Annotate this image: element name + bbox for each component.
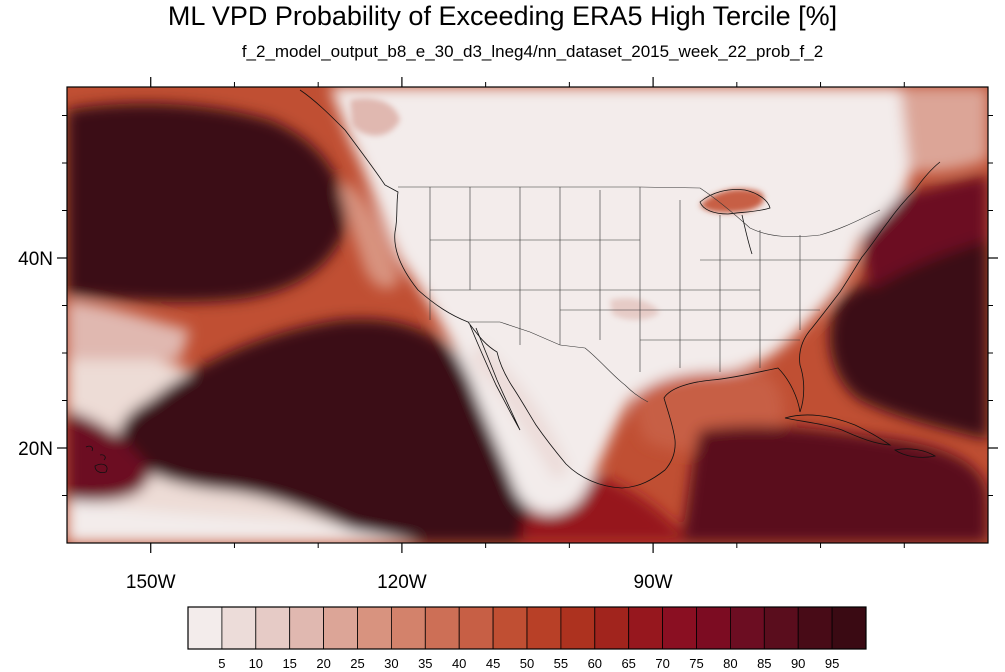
axis-tick-labels: 40N 20N 150W 120W 90W <box>18 249 673 593</box>
map-frame <box>66 86 989 544</box>
cuba-outline <box>784 414 892 446</box>
colorbar-label: 50 <box>520 656 534 671</box>
colorbar-label: 20 <box>316 656 330 671</box>
colorbar-label: 15 <box>282 656 296 671</box>
field-midwest-patch <box>610 298 660 320</box>
colorbar-label: 10 <box>249 656 263 671</box>
us-mexico-border <box>468 321 649 403</box>
lat-tick-label-20N: 20N <box>18 439 53 460</box>
coastlines <box>85 89 941 489</box>
colorbar-label: 70 <box>655 656 669 671</box>
great-lakes-outline <box>699 189 771 255</box>
lon-tick-label-120W: 120W <box>377 572 427 593</box>
field-great-lakes <box>700 188 764 213</box>
field-pacific-nw-patch <box>350 98 400 136</box>
colorbar-swatch <box>560 606 596 650</box>
lon-tick-label-150W: 150W <box>126 572 176 593</box>
colorbar-swatch <box>323 606 358 650</box>
hispaniola-outline <box>894 448 937 458</box>
field-bottom-light <box>67 500 420 543</box>
colorbar-swatch <box>594 606 630 650</box>
colorbar-label: 25 <box>350 656 364 671</box>
lon-tick-label-90W: 90W <box>634 572 673 593</box>
hawaii-islands <box>85 445 108 474</box>
colorbar-swatch <box>628 606 664 650</box>
colorbar-swatch <box>797 606 833 650</box>
colorbar-swatch <box>662 606 697 650</box>
colorbar-label: 55 <box>554 656 568 671</box>
field-atlantic-coast <box>863 175 988 290</box>
colorbar-label: 60 <box>588 656 602 671</box>
field-west-pacific-dark <box>67 410 150 502</box>
field-baja-pacific-dark <box>119 319 540 543</box>
map-title: ML VPD Probability of Exceeding ERA5 Hig… <box>167 1 838 31</box>
colorbar-label: 90 <box>791 656 805 671</box>
colorbar-swatch <box>696 606 731 650</box>
colorbar-swatch <box>458 606 494 650</box>
colorbar-swatch <box>831 606 867 650</box>
colorbar-swatch <box>390 606 426 650</box>
field-east-canada <box>900 87 988 172</box>
colorbar-label: 40 <box>452 656 466 671</box>
field-west-coast-strip <box>340 180 400 289</box>
colorbar-label: 30 <box>384 656 398 671</box>
colorbar-swatch <box>187 606 223 650</box>
colorbar-label: 65 <box>621 656 635 671</box>
field-ne-pacific-dark <box>67 103 346 303</box>
political-borders <box>398 186 881 403</box>
colorbar-swatch <box>357 606 392 650</box>
baja-peninsula <box>469 324 521 431</box>
north-america-coastline <box>299 89 941 489</box>
colorbar-swatch <box>730 606 765 650</box>
probability-field <box>67 87 988 543</box>
colorbar-swatch <box>255 606 291 650</box>
colorbar-swatch <box>763 606 799 650</box>
axis-ticks <box>57 77 998 553</box>
colorbar-label: 80 <box>723 656 737 671</box>
us-canada-border <box>398 186 881 238</box>
colorbar-frame <box>187 606 867 650</box>
lat-tick-label-40N: 40N <box>18 249 53 270</box>
colorbar-label: 5 <box>218 656 225 671</box>
map-subtitle: f_2_model_output_b8_e_30_d3_lneg4/nn_dat… <box>241 42 824 61</box>
colorbar-swatch <box>221 606 257 650</box>
colorbar-swatch <box>289 606 325 650</box>
colorbar-label: 95 <box>825 656 839 671</box>
colorbar-swatch <box>526 606 562 650</box>
colorbar-swatch <box>424 606 460 650</box>
us-state-lines <box>429 187 860 372</box>
colorbar-swatch <box>492 606 528 650</box>
colorbar-label: 75 <box>689 656 703 671</box>
field-caribbean-dark <box>680 425 988 543</box>
colorbar-label: 45 <box>486 656 500 671</box>
field-west-pacific-light <box>67 300 190 360</box>
colorbar-label: 85 <box>757 656 771 671</box>
colorbar: 5 10 15 20 25 30 35 40 45 50 55 60 65 70 75 80 85 90 95 <box>187 606 867 671</box>
field-atlantic-dark <box>829 220 988 440</box>
colorbar-label: 35 <box>418 656 432 671</box>
